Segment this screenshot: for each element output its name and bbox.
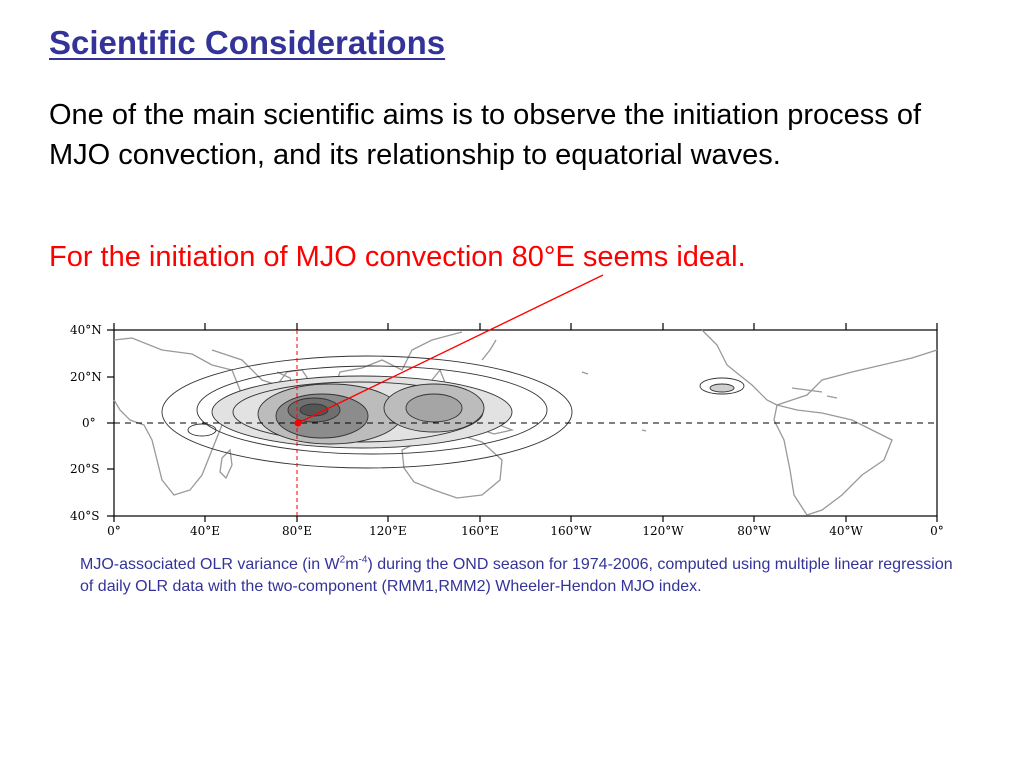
madagascar-coast bbox=[219, 448, 233, 480]
lon-label-0: 0° bbox=[107, 524, 121, 538]
lon-label-40w: 40°W bbox=[829, 524, 863, 538]
lat-label-40n: 40°N bbox=[70, 323, 102, 337]
japan-coast bbox=[481, 339, 497, 361]
lon-label-160e: 160°E bbox=[461, 524, 499, 538]
body-paragraph: One of the main scientific aims is to ob… bbox=[49, 99, 922, 171]
highlight-statement: For the initiation of MJO convection 80°… bbox=[49, 241, 746, 273]
lon-label-120w: 120°W bbox=[642, 524, 684, 538]
lat-label-20n: 20°N bbox=[70, 370, 102, 384]
lon-label-40e: 40°E bbox=[190, 524, 220, 538]
lat-label-40s: 40°S bbox=[70, 509, 100, 523]
figure-caption: MJO-associated OLR variance (in W2m-4) d… bbox=[80, 554, 953, 595]
lon-label-80e: 80°E bbox=[282, 524, 312, 538]
lon-label-80w: 80°W bbox=[737, 524, 771, 538]
olr-variance-map: 40°N 20°N 0° 20°S 40°S 0° 40°E 80°E 120°… bbox=[70, 323, 944, 538]
lat-label-0: 0° bbox=[82, 416, 96, 430]
south-america-coast bbox=[773, 404, 893, 516]
lat-label-20s: 20°S bbox=[70, 462, 100, 476]
lon-label-120e: 120°E bbox=[369, 524, 407, 538]
caribbean-islands bbox=[791, 387, 838, 399]
africa-coast bbox=[113, 337, 241, 496]
lon-label-160w: 160°W bbox=[550, 524, 592, 538]
lon-label-0-end: 0° bbox=[930, 524, 944, 538]
north-america-coast bbox=[701, 329, 938, 406]
variance-contours bbox=[161, 355, 745, 469]
pacific-islands bbox=[581, 371, 647, 432]
slide-title: Scientific Considerations bbox=[49, 24, 446, 61]
